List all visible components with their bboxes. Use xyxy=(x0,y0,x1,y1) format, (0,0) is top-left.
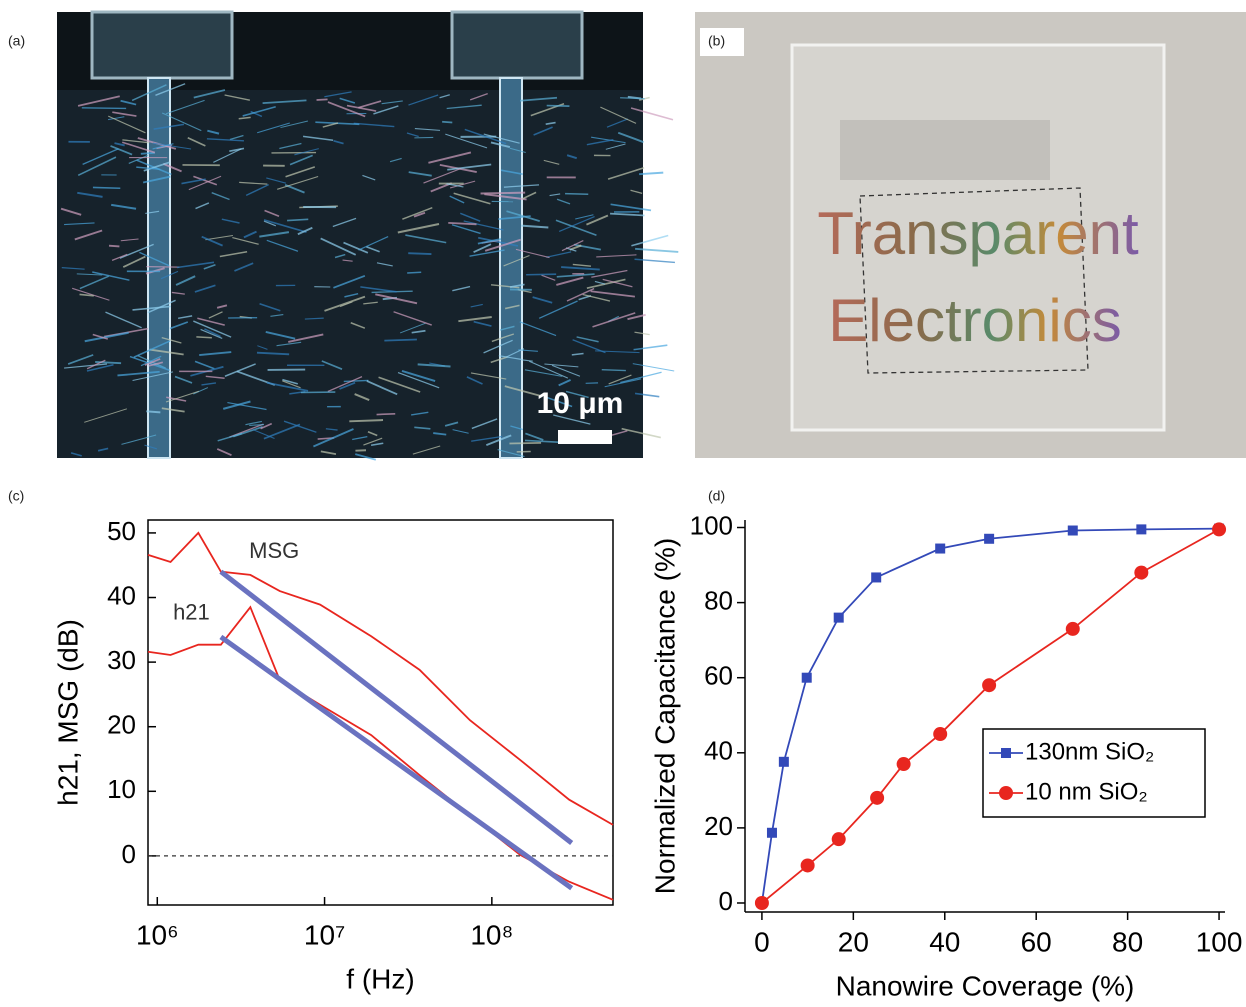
marker xyxy=(897,757,911,771)
panel-label: (c) xyxy=(8,488,24,504)
series-line xyxy=(762,529,1219,903)
y-tick-label: 50 xyxy=(107,516,136,546)
photo-text: Transparent xyxy=(817,200,1139,267)
figure: 10 μm Transparent Electronics (a) (b) (c… xyxy=(0,0,1246,1002)
panel-label: (a) xyxy=(8,33,25,49)
nanowire xyxy=(146,411,160,412)
nanowire xyxy=(408,253,431,254)
series-line xyxy=(221,637,572,888)
x-tick-label: 60 xyxy=(1021,926,1052,957)
nanowire xyxy=(317,99,328,100)
annotation: h21 xyxy=(173,599,210,624)
marker xyxy=(982,678,996,692)
x-axis-label: Nanowire Coverage (%) xyxy=(836,970,1135,1001)
y-tick-label: 20 xyxy=(107,710,136,740)
nanowire xyxy=(602,370,626,371)
y-axis-label: h21, MSG (dB) xyxy=(52,619,83,806)
y-tick-label: 20 xyxy=(704,811,733,841)
nanowire xyxy=(349,420,383,421)
marker xyxy=(935,544,945,554)
y-tick-label: 0 xyxy=(719,886,733,916)
nanowire xyxy=(141,153,155,154)
marker xyxy=(801,858,815,872)
legend-marker xyxy=(999,786,1013,800)
nanowire xyxy=(407,272,421,273)
x-axis-label: f (Hz) xyxy=(346,963,414,994)
y-axis-label: Normalized Capacitance (%) xyxy=(649,538,680,894)
series-line xyxy=(221,572,572,843)
y-tick-label: 0 xyxy=(122,839,136,869)
nanowire xyxy=(109,246,119,247)
marker xyxy=(1134,566,1148,580)
scale-bar xyxy=(558,430,612,444)
y-tick-label: 100 xyxy=(690,510,733,540)
nanowire xyxy=(377,414,396,415)
nanowire xyxy=(442,122,452,123)
x-tick-label: 20 xyxy=(838,926,869,957)
nanowire xyxy=(547,106,570,107)
device-area xyxy=(840,120,1050,180)
nanowire xyxy=(82,108,126,109)
x-tick-label: 100 xyxy=(1196,926,1243,957)
marker xyxy=(933,727,947,741)
x-tick-label: 0 xyxy=(754,926,770,957)
marker xyxy=(1068,526,1078,536)
electrode-pad xyxy=(92,12,232,78)
electrode xyxy=(500,78,522,458)
nanowire xyxy=(249,425,264,426)
plot-frame xyxy=(148,520,613,905)
electrode-pad xyxy=(452,12,582,78)
nanowire xyxy=(196,337,212,338)
photo: Transparent Electronics xyxy=(695,12,1246,458)
x-tick-label: 10⁶ xyxy=(136,919,179,950)
y-tick-label: 80 xyxy=(704,585,733,615)
nanowire xyxy=(509,443,541,444)
micrograph: 10 μm xyxy=(57,12,678,460)
marker xyxy=(779,757,789,767)
electrode xyxy=(148,78,170,458)
marker xyxy=(871,572,881,582)
series-line xyxy=(148,533,613,825)
legend-label: 130nm SiO₂ xyxy=(1025,738,1154,765)
marker xyxy=(1136,524,1146,534)
y-tick-label: 30 xyxy=(107,645,136,675)
annotation: MSG xyxy=(249,538,299,563)
marker xyxy=(832,832,846,846)
marker xyxy=(1066,622,1080,636)
x-tick-label: 10⁸ xyxy=(470,919,513,950)
nanowire xyxy=(565,194,588,195)
legend-label: 10 nm SiO₂ xyxy=(1025,778,1148,805)
legend-marker xyxy=(1001,748,1011,758)
marker xyxy=(1212,522,1226,536)
x-tick-label: 80 xyxy=(1112,926,1143,957)
panel-label: (b) xyxy=(708,33,725,49)
y-tick-label: 60 xyxy=(704,661,733,691)
nanowire xyxy=(481,193,526,194)
nanowire xyxy=(146,267,179,268)
marker xyxy=(984,534,994,544)
scale-bar-label: 10 μm xyxy=(537,387,624,420)
nanowire xyxy=(384,340,417,341)
nanowire xyxy=(526,274,556,275)
y-tick-label: 40 xyxy=(704,736,733,766)
x-tick-label: 40 xyxy=(929,926,960,957)
photo-text: Electronics xyxy=(828,287,1121,354)
marker xyxy=(755,896,769,910)
panel-label: (d) xyxy=(708,488,725,504)
marker xyxy=(767,828,777,838)
marker xyxy=(870,791,884,805)
y-tick-label: 10 xyxy=(107,774,136,804)
marker xyxy=(834,613,844,623)
y-tick-label: 40 xyxy=(107,580,136,610)
nanowire xyxy=(93,187,120,188)
x-tick-label: 10⁷ xyxy=(304,919,345,950)
marker xyxy=(802,673,812,683)
